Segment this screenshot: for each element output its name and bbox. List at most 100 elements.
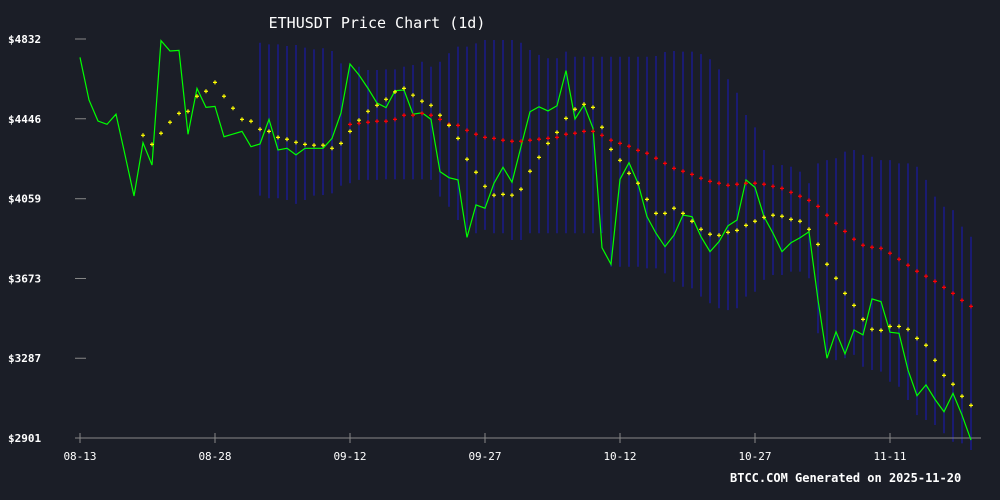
short-ma-point [573,107,577,112]
x-tick-label: 08-28 [198,450,231,463]
short-ma-point [303,142,307,147]
short-ma-point [465,157,469,162]
y-tick-label: $3673 [8,272,41,285]
short-ma-point [213,80,217,85]
short-ma-point [942,373,946,378]
long-ma-point [834,221,838,226]
long-ma-point [636,148,640,153]
short-ma-point [627,171,631,176]
long-ma-point [771,184,775,189]
x-tick-label: 10-12 [603,450,636,463]
short-ma-point [249,119,253,124]
short-ma-point [168,120,172,125]
long-ma-point [645,151,649,156]
band-layer [259,40,972,450]
long-ma-point [483,135,487,140]
long-ma-point [807,198,811,203]
y-tick-label: $3287 [8,352,41,365]
long-ma-point [348,122,352,127]
long-ma-point [420,111,424,116]
short-ma-point [204,89,208,94]
long-ma-point [582,129,586,134]
long-ma-point [690,172,694,177]
short-ma-point [312,143,316,148]
short-ma-point [663,211,667,216]
short-ma-point [366,109,370,114]
short-ma-point [375,103,379,108]
long-ma-point [717,181,721,186]
short-ma-point [159,131,163,136]
price-line [79,39,972,441]
short-ma-point [222,94,226,99]
short-ma-point [177,111,181,116]
y-tick-label: $4832 [8,33,41,46]
short-ma-point [429,103,433,108]
long-ma-point [474,132,478,137]
short-ma-point [438,113,442,118]
short-ma-point [339,141,343,146]
short-ma-point [969,403,973,408]
long-ma-point [735,182,739,187]
short-ma-point [411,93,415,98]
long-ma-point [699,176,703,181]
short-ma-point [600,125,604,130]
short-ma-point [879,328,883,333]
short-ma-point [708,232,712,237]
short-ma-point [807,227,811,232]
short-ma-point [537,155,541,160]
axes-layer: $4832 $4446 $4059 $3673 $3287 $2901 08-13 08-28… [8,33,981,463]
short-ma-point [636,181,640,186]
long-ma-point [366,120,370,125]
short-ma-point [870,327,874,332]
short-ma-point [843,291,847,296]
short-ma-point [285,137,289,142]
short-ma-point [762,215,766,220]
long-ma-point [915,269,919,274]
long-ma-point [825,213,829,218]
long-ma-point [672,166,676,171]
short-ma-point [321,143,325,148]
short-ma-point [330,146,334,151]
chart-title: ETHUSDT Price Chart (1d) [269,14,486,32]
short-ma-point [510,193,514,198]
short-ma-point [402,86,406,91]
short-ma-point [618,158,622,163]
short-ma-point [690,219,694,224]
long-ma-point [906,263,910,268]
long-ma-point [429,113,433,118]
short-ma-point [231,106,235,111]
long-ma-point [861,243,865,248]
short-ma-point [798,219,802,224]
long-ma-point [753,181,757,186]
long-ma-point [411,113,415,118]
x-tick-label: 11-11 [873,450,906,463]
long-ma-point [924,274,928,279]
long-ma-point [879,246,883,251]
short-ma-point [816,242,820,247]
long-ma-point [492,136,496,141]
long-ma-point [591,129,595,134]
long-ma-point [870,245,874,250]
short-ma-point [591,105,595,110]
long-ma-point [780,186,784,191]
short-ma-point [960,394,964,399]
short-ma-point [267,129,271,134]
short-ma-point [420,99,424,104]
long-ma-point [456,123,460,128]
short-ma-point [834,276,838,281]
chart-footer: BTCC.COM Generated on 2025-11-20 [730,471,961,485]
short-ma-point [186,109,190,114]
x-tick-label: 10-27 [738,450,771,463]
x-tick-label: 08-13 [63,450,96,463]
short-ma-point [699,227,703,232]
long-ma-point [897,257,901,262]
short-ma-point [924,343,928,348]
short-ma-point [654,211,658,216]
short-ma-point [258,127,262,132]
long-ma-point [627,144,631,149]
short-ma-point [456,136,460,141]
long-ma-point [519,139,523,144]
x-tick-label: 09-12 [333,450,366,463]
short-ma-markers [141,80,973,408]
short-ma-point [933,358,937,363]
